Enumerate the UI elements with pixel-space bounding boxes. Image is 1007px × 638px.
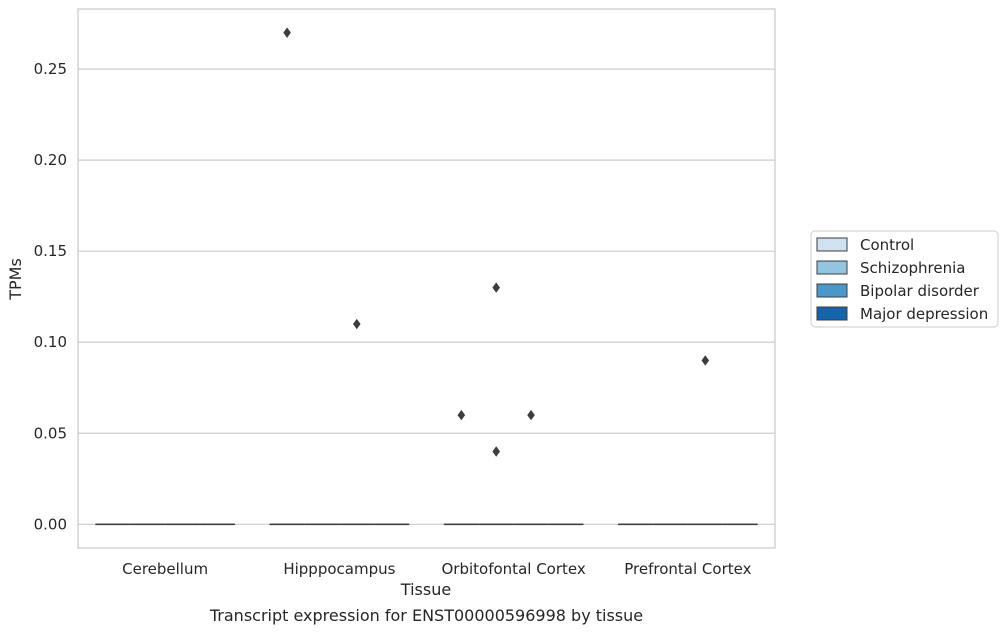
- legend-swatch: [817, 307, 847, 320]
- outliers: [283, 27, 709, 456]
- x-tick-labels: Cerebellum Hipppocampus Orbitofontal Corte…: [122, 560, 751, 578]
- x-tick-label: Prefrontal Cortex: [624, 560, 751, 578]
- outlier-point: [353, 319, 361, 329]
- legend-swatch: [817, 261, 847, 274]
- x-axis-label: Tissue: [400, 580, 451, 599]
- outlier-point: [702, 355, 710, 365]
- y-tick-label: 0.25: [34, 60, 67, 78]
- figure-caption: Transcript expression for ENST0000059699…: [0, 606, 853, 625]
- legend-label: Control: [860, 236, 914, 254]
- legend-swatch: [817, 284, 847, 297]
- y-axis-label: TPMs: [6, 258, 25, 301]
- outlier-point: [283, 27, 291, 37]
- plot-frame: [78, 9, 775, 548]
- legend-label: Schizophrenia: [860, 259, 965, 277]
- y-tick-label: 0.15: [34, 242, 67, 260]
- x-tick-label: Cerebellum: [122, 560, 208, 578]
- grid-lines: [78, 69, 775, 524]
- outlier-point: [492, 446, 500, 456]
- y-tick-labels: 0.00 0.05 0.10 0.15 0.20 0.25: [34, 60, 67, 533]
- legend: Control Schizophrenia Bipolar disorder Majo…: [811, 231, 998, 327]
- y-tick-label: 0.20: [34, 151, 67, 169]
- x-tick-label: Hipppocampus: [283, 560, 395, 578]
- y-tick-label: 0.05: [34, 424, 67, 442]
- y-tick-label: 0.10: [34, 333, 67, 351]
- y-tick-label: 0.00: [34, 515, 67, 533]
- outlier-point: [527, 410, 535, 420]
- legend-label: Bipolar disorder: [860, 282, 980, 300]
- outlier-point: [458, 410, 466, 420]
- legend-label: Major depression: [860, 305, 988, 323]
- x-tick-label: Orbitofontal Cortex: [442, 560, 586, 578]
- outlier-point: [492, 282, 500, 292]
- legend-swatch: [817, 238, 847, 251]
